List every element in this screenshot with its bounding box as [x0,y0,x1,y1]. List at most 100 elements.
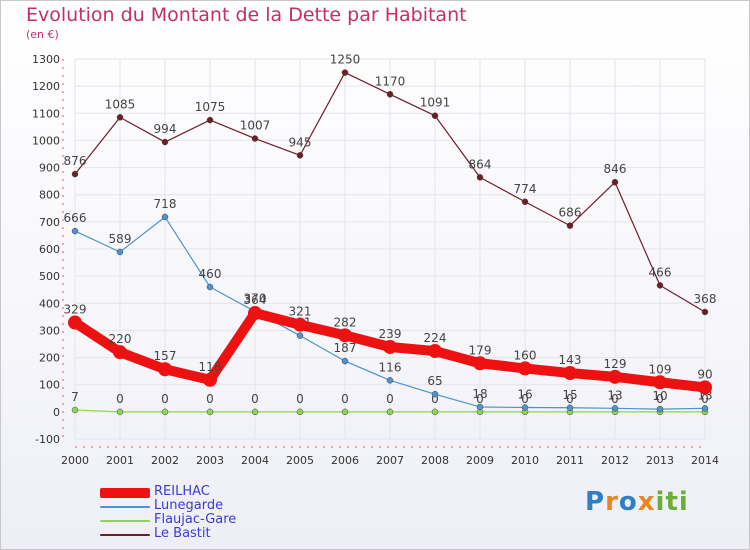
data-label-lunegarde: 16 [517,388,532,402]
data-label-flaujac-gare: 0 [656,392,664,406]
data-point-lunegarde [341,357,349,365]
x-tick-label: 2004 [241,454,269,467]
data-label-reilhac: 129 [604,357,627,371]
data-point-flaujac-gare [206,408,214,416]
data-point-le-bastit [386,91,394,98]
data-label-reilhac: 224 [424,331,447,345]
legend-label-flaujac-gare: Flaujac-Gare [154,512,237,527]
y-tick-label: 1100 [32,107,60,120]
data-label-reilhac: 118 [199,360,222,374]
legend-label-lunegarde: Lunegarde [154,498,224,513]
data-label-le-bastit: 774 [514,182,537,196]
data-point-le-bastit [341,69,349,76]
data-point-le-bastit [701,308,709,316]
legend-label-le-bastit: Le Bastit [154,526,211,541]
data-point-le-bastit [206,116,214,124]
x-tick-label: 2011 [556,454,584,467]
data-point-reilhac [113,345,127,360]
data-point-le-bastit [656,282,664,289]
x-tick-label: 2001 [106,454,134,467]
data-label-lunegarde: 18 [472,387,487,401]
data-point-le-bastit [566,222,574,229]
y-tick-label: 0 [53,406,60,419]
data-point-lunegarde [206,283,214,291]
data-point-reilhac [473,356,487,371]
y-tick-label: 1200 [32,80,60,93]
y-tick-label: 500 [39,270,60,283]
data-label-le-bastit: 864 [469,157,492,171]
data-label-le-bastit: 846 [604,162,627,176]
data-point-reilhac [68,315,82,330]
data-label-le-bastit: 1250 [330,53,361,67]
legend-item-flaujac-gare: Flaujac-Gare [100,512,360,528]
data-label-le-bastit: 945 [289,135,312,149]
data-point-lunegarde [611,405,619,412]
legend-swatch-lunegarde [100,506,150,508]
y-tick-label: 300 [39,324,60,337]
data-point-reilhac [293,317,307,332]
data-point-reilhac [383,339,397,354]
data-label-reilhac: 364 [244,293,267,307]
data-label-reilhac: 239 [379,327,402,341]
data-point-flaujac-gare [431,408,439,416]
data-point-reilhac [653,375,667,390]
data-label-flaujac-gare: 7 [71,390,79,404]
data-point-reilhac [428,344,442,359]
y-tick-label: 100 [39,379,60,392]
data-point-reilhac [248,306,262,321]
data-point-reilhac [608,369,622,384]
x-tick-label: 2002 [151,454,179,467]
data-point-flaujac-gare [161,408,169,416]
x-tick-label: 2000 [61,454,89,467]
data-point-le-bastit [431,112,439,119]
data-label-reilhac: 143 [559,353,582,367]
legend-swatch-reilhac [100,488,150,498]
data-point-flaujac-gare [116,408,124,416]
data-label-lunegarde: 65 [427,374,442,388]
data-point-lunegarde [476,403,484,411]
legend-item-reilhac: REILHAC [100,484,360,500]
data-label-flaujac-gare: 0 [701,392,709,406]
data-point-le-bastit [116,114,124,121]
data-point-le-bastit [521,198,529,206]
data-label-flaujac-gare: 0 [206,392,214,406]
data-label-reilhac: 157 [154,349,177,363]
y-tick-label: 1300 [32,53,60,66]
chart-title: Evolution du Montant de la Dette par Hab… [26,4,467,26]
data-point-le-bastit [476,174,484,181]
data-label-lunegarde: 10 [652,389,667,403]
data-label-lunegarde: 460 [199,267,222,281]
data-label-reilhac: 90 [697,367,712,381]
legend-item-lunegarde: Lunegarde [100,498,360,514]
data-label-flaujac-gare: 0 [116,392,124,406]
data-point-le-bastit [611,178,619,186]
data-point-flaujac-gare [71,406,79,414]
data-label-lunegarde: 589 [109,232,132,246]
data-point-flaujac-gare [341,408,349,416]
data-label-le-bastit: 1007 [240,119,271,133]
data-point-flaujac-gare [296,408,304,416]
data-label-reilhac: 329 [64,303,87,317]
data-point-le-bastit [251,135,259,142]
legend-swatch-le-bastit [100,534,150,536]
data-label-reilhac: 109 [649,362,672,376]
x-tick-label: 2010 [511,454,539,467]
data-label-reilhac: 220 [109,332,132,346]
data-point-lunegarde [521,404,529,411]
data-point-le-bastit [296,152,304,159]
data-label-reilhac: 160 [514,348,537,362]
chart-legend: REILHAC Lunegarde Flaujac-Gare Le Bastit [100,484,360,542]
data-label-flaujac-gare: 0 [341,392,349,406]
data-label-le-bastit: 994 [154,122,177,136]
data-label-le-bastit: 466 [649,265,672,279]
legend-label-reilhac: REILHAC [154,484,210,499]
data-label-le-bastit: 1091 [420,96,451,110]
data-point-lunegarde [701,405,709,412]
data-label-lunegarde: 116 [379,360,402,374]
x-tick-label: 2013 [646,454,674,467]
data-point-reilhac [518,361,532,376]
data-point-flaujac-gare [386,408,394,416]
x-tick-label: 2014 [691,454,719,467]
